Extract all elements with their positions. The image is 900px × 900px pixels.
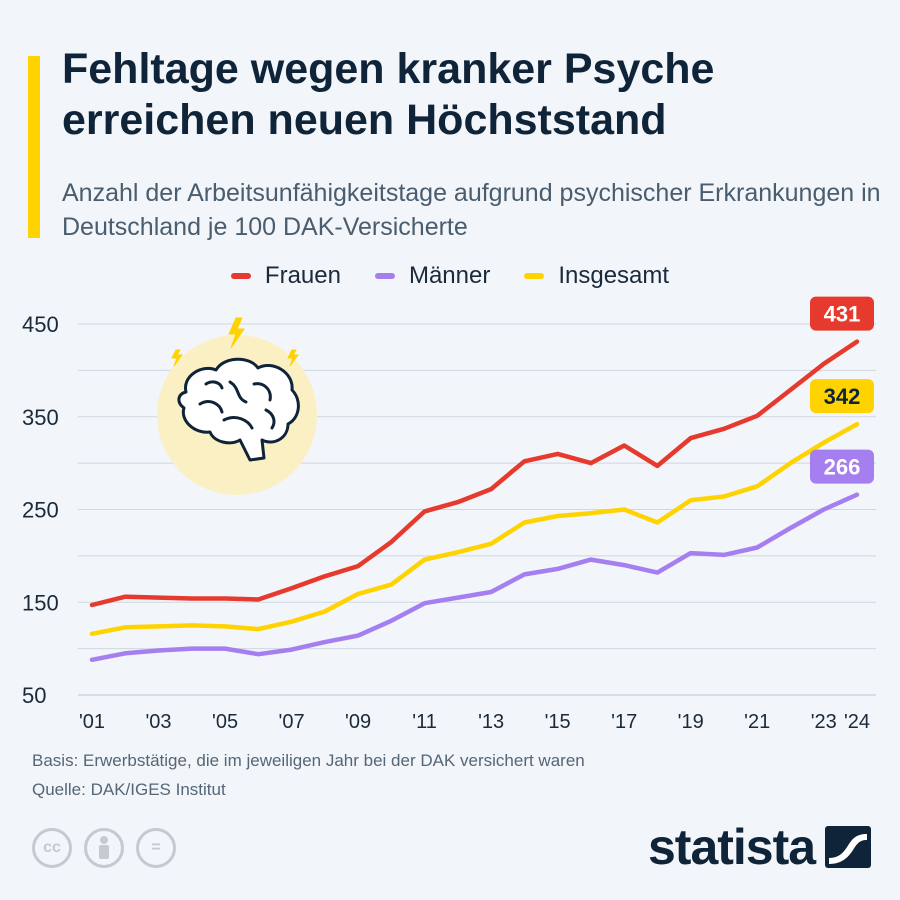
lightning-icon	[171, 317, 299, 367]
x-tick-label: '19	[678, 711, 704, 733]
legend-swatch-maenner	[374, 273, 395, 279]
statista-wordmark: statista	[648, 819, 816, 875]
y-tick-label: 150	[22, 590, 59, 615]
chart-subtitle: Anzahl der Arbeitsunfähigkeitstage aufgr…	[62, 179, 881, 241]
x-tick-label: '11	[412, 711, 437, 733]
y-tick-label: 350	[22, 405, 59, 430]
x-tick-label: '13	[478, 711, 504, 733]
footnote-basis: Basis: Erwerbstätige, die im jeweiligen …	[32, 751, 585, 770]
brain-illustration	[157, 317, 317, 495]
accent-bar	[28, 56, 40, 238]
y-tick-label: 250	[22, 498, 59, 523]
brain-icon	[177, 357, 300, 462]
legend-item-frauen: Frauen	[230, 262, 341, 290]
y-tick-label: 50	[22, 683, 46, 708]
series-layer	[89, 339, 860, 663]
end-label-insgesamt: 342	[810, 379, 874, 414]
footnote-source: Quelle: DAK/IGES Institut	[32, 780, 226, 799]
y-tick-label: 450	[22, 312, 59, 337]
legend-swatch-insgesamt	[524, 273, 545, 279]
x-tick-label: '03	[145, 711, 171, 733]
statista-logo-icon	[825, 826, 872, 868]
grid-layer: 50 150 250 350 450 '01 '03 '05 '07 '09 '11 '13 '15 '1…	[22, 312, 876, 733]
chart-title: Fehltage wegen kranker Psyche erreichen …	[62, 45, 715, 144]
end-label-frauen: 431	[810, 296, 874, 331]
legend-label-frauen: Frauen	[264, 262, 341, 289]
x-tick-label: '05	[212, 711, 238, 733]
x-tick-label: '01	[79, 711, 105, 733]
series-line-maenner	[89, 492, 860, 663]
x-tick-label: '24	[844, 711, 870, 733]
series-line-insgesamt	[89, 421, 860, 637]
person-icon[interactable]	[84, 828, 124, 868]
legend-item-maenner: Männer	[374, 262, 491, 290]
end-label-box-maenner	[810, 449, 874, 484]
nd-icon-label: =	[151, 839, 161, 856]
x-tick-label: '17	[611, 711, 637, 733]
series-line-frauen	[89, 339, 860, 608]
end-label-text-maenner: 266	[824, 455, 861, 480]
end-label-text-insgesamt: 342	[824, 384, 861, 409]
statista-logo[interactable]: statista	[648, 818, 872, 876]
legend: Frauen Männer Insgesamt	[0, 262, 900, 290]
legend-swatch-frauen	[230, 273, 251, 279]
legend-label-maenner: Männer	[408, 262, 491, 289]
end-label-box-insgesamt	[810, 379, 874, 414]
cc-icon[interactable]: cc	[32, 828, 72, 868]
end-label-text-frauen: 431	[824, 302, 861, 327]
x-tick-label: '23	[811, 711, 837, 733]
person-icon-glyph	[99, 836, 109, 859]
no-derivatives-icon[interactable]: =	[136, 828, 176, 868]
x-tick-label: '21	[744, 711, 770, 733]
x-tick-label: '09	[345, 711, 371, 733]
x-tick-label: '07	[279, 711, 305, 733]
x-tick-label: '15	[545, 711, 571, 733]
end-label-box-frauen	[810, 296, 874, 331]
end-label-maenner: 266	[810, 449, 874, 484]
cc-icon-label: cc	[43, 839, 61, 856]
legend-item-insgesamt: Insgesamt	[524, 262, 669, 290]
end-label-layer: 431 266 342	[810, 296, 874, 484]
legend-label-insgesamt: Insgesamt	[558, 262, 670, 289]
license-icons: cc =	[32, 828, 176, 868]
